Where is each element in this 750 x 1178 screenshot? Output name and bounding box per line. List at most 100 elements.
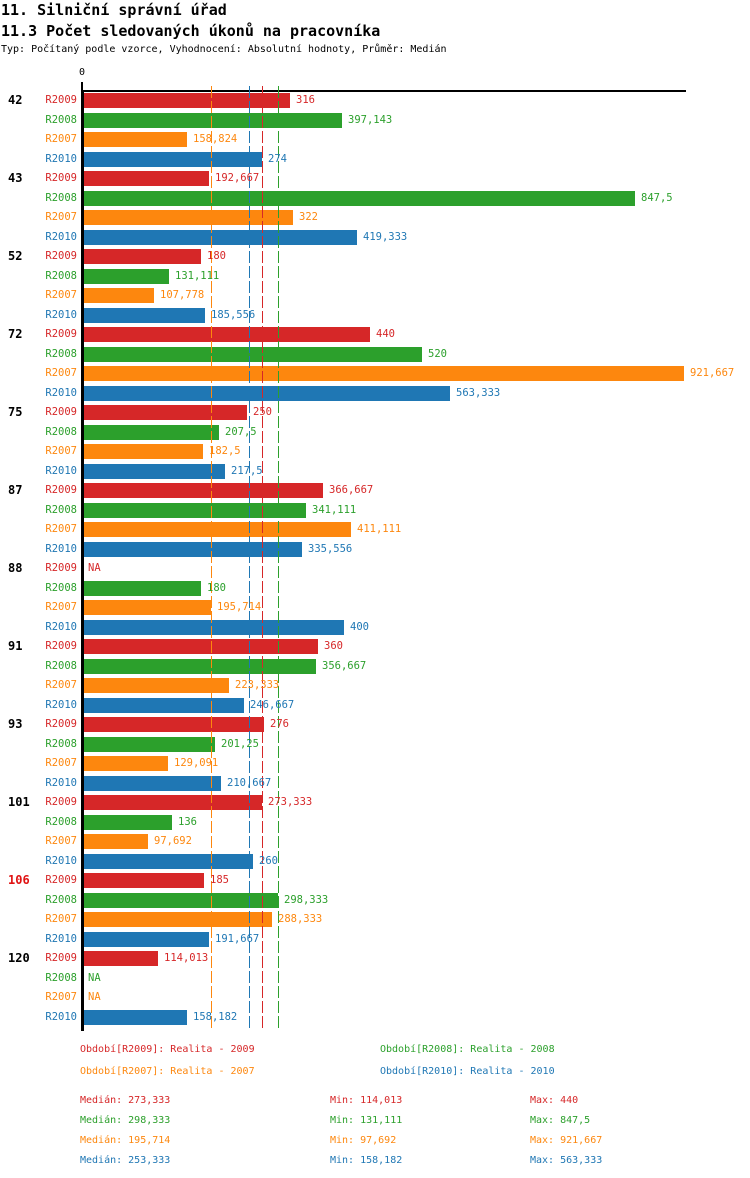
value-label: 131,111 <box>175 269 220 282</box>
value-label: 195,714 <box>217 601 262 613</box>
bar-r2009 <box>84 249 201 264</box>
group-label: 101 <box>8 795 30 809</box>
value-label: 288,333 <box>278 913 323 925</box>
row-label: R2008 <box>45 425 77 438</box>
group-label: 72 <box>8 327 23 341</box>
group-label: 87 <box>8 483 23 497</box>
median-line-r2008 <box>278 86 279 1030</box>
bar-r2007 <box>84 912 272 927</box>
bar-r2008 <box>84 892 278 908</box>
value-label: 341,111 <box>312 503 357 516</box>
legend-item-r2009: Období[R2009]: Realita - 2009 <box>80 1044 255 1055</box>
bar-r2010 <box>84 151 262 167</box>
bar-r2010 <box>84 697 244 713</box>
bar-r2010 <box>84 385 450 401</box>
bar-r2007 <box>84 834 148 849</box>
value-label: 322 <box>299 211 318 223</box>
row-label: R2009 <box>45 640 77 652</box>
bar-r2010 <box>84 1009 187 1025</box>
bar-r2008 <box>84 346 422 362</box>
value-label: 182,5 <box>209 445 241 457</box>
stats-row-r2009: Medián: 273,333 Min: 114,013 Max: 440 <box>0 1095 750 1109</box>
group-label: 106 <box>8 873 30 887</box>
row-label: R2009 <box>45 328 77 340</box>
median-line-r2009 <box>262 86 263 1030</box>
value-label: 411,111 <box>357 523 402 535</box>
row-label: R2010 <box>45 854 77 867</box>
group-label: 75 <box>8 405 23 419</box>
median-line-r2007 <box>211 86 212 1030</box>
value-label: 419,333 <box>363 230 408 243</box>
bar-r2009 <box>84 951 158 966</box>
row-label: R2010 <box>45 542 77 555</box>
group-label: 91 <box>8 639 23 653</box>
row-label: R2009 <box>45 484 77 496</box>
bar-r2009 <box>84 93 290 108</box>
value-label: 273,333 <box>268 796 313 808</box>
bar-r2009 <box>84 483 323 498</box>
row-label: R2009 <box>45 172 77 184</box>
value-label: 129,091 <box>174 757 219 769</box>
row-label: R2008 <box>45 815 77 828</box>
stat-median: Medián: 298,333 <box>80 1115 171 1126</box>
row-label: R2009 <box>45 718 77 730</box>
bar-r2010 <box>84 307 205 323</box>
bar-r2010 <box>84 541 302 557</box>
value-label: 185,556 <box>211 308 256 321</box>
row-label: R2008 <box>45 893 77 906</box>
stat-min: Min: 114,013 <box>330 1095 403 1106</box>
median-line-r2010 <box>249 86 250 1030</box>
value-label: 276 <box>270 718 289 730</box>
bar-r2007 <box>84 600 211 615</box>
value-label: 136 <box>178 815 197 828</box>
bar-r2010 <box>84 619 344 635</box>
bar-r2009 <box>84 795 262 810</box>
legend-item-r2008: Období[R2008]: Realita - 2008 <box>380 1044 555 1055</box>
chart-title: 11.3 Počet sledovaných úkonů na pracovní… <box>1 22 381 40</box>
value-label: 366,667 <box>329 484 374 496</box>
value-label: 185 <box>210 874 229 886</box>
value-label-na: NA <box>88 971 101 984</box>
bar-r2008 <box>84 580 201 596</box>
bar-r2008 <box>84 112 342 128</box>
row-label: R2009 <box>45 406 77 418</box>
value-label: 207,5 <box>225 425 257 438</box>
y-axis-line <box>81 90 84 1031</box>
x-axis-line <box>81 90 686 92</box>
row-label: R2008 <box>45 503 77 516</box>
bar-r2007 <box>84 444 203 459</box>
row-label: R2007 <box>45 757 77 769</box>
bar-r2007 <box>84 288 154 303</box>
bar-r2008 <box>84 268 169 284</box>
stat-median: Medián: 195,714 <box>80 1135 171 1146</box>
value-label: 201,25 <box>221 737 259 750</box>
row-label: R2007 <box>45 913 77 925</box>
stat-max: Max: 440 <box>530 1095 579 1106</box>
value-label: 210,667 <box>227 776 272 789</box>
value-label: 316 <box>296 94 315 106</box>
stat-min: Min: 131,111 <box>330 1115 403 1126</box>
stats-row-r2007: Medián: 195,714 Min: 97,692 Max: 921,667 <box>0 1135 750 1149</box>
stat-min: Min: 158,182 <box>330 1155 403 1166</box>
value-label: 274 <box>268 152 287 165</box>
group-label: 88 <box>8 561 23 575</box>
value-label-na: NA <box>88 991 101 1003</box>
stat-min: Min: 97,692 <box>330 1135 397 1146</box>
bar-r2009 <box>84 327 370 342</box>
row-label: R2007 <box>45 835 77 847</box>
row-label: R2008 <box>45 113 77 126</box>
row-label: R2009 <box>45 952 77 964</box>
chart-subtitle: Typ: Počítaný podle vzorce, Vyhodnocení:… <box>1 44 447 55</box>
value-label-na: NA <box>88 562 101 574</box>
stats-row-r2010: Medián: 253,333 Min: 158,182 Max: 563,33… <box>0 1155 750 1169</box>
value-label: 397,143 <box>348 113 393 126</box>
group-label: 120 <box>8 951 30 965</box>
value-label: 158,182 <box>193 1010 238 1023</box>
row-label: R2008 <box>45 347 77 360</box>
bar-r2010 <box>84 931 209 947</box>
page-title: 11. Silniční správní úřad <box>1 1 227 19</box>
bar-r2009 <box>84 717 264 732</box>
value-label: 180 <box>207 581 226 594</box>
